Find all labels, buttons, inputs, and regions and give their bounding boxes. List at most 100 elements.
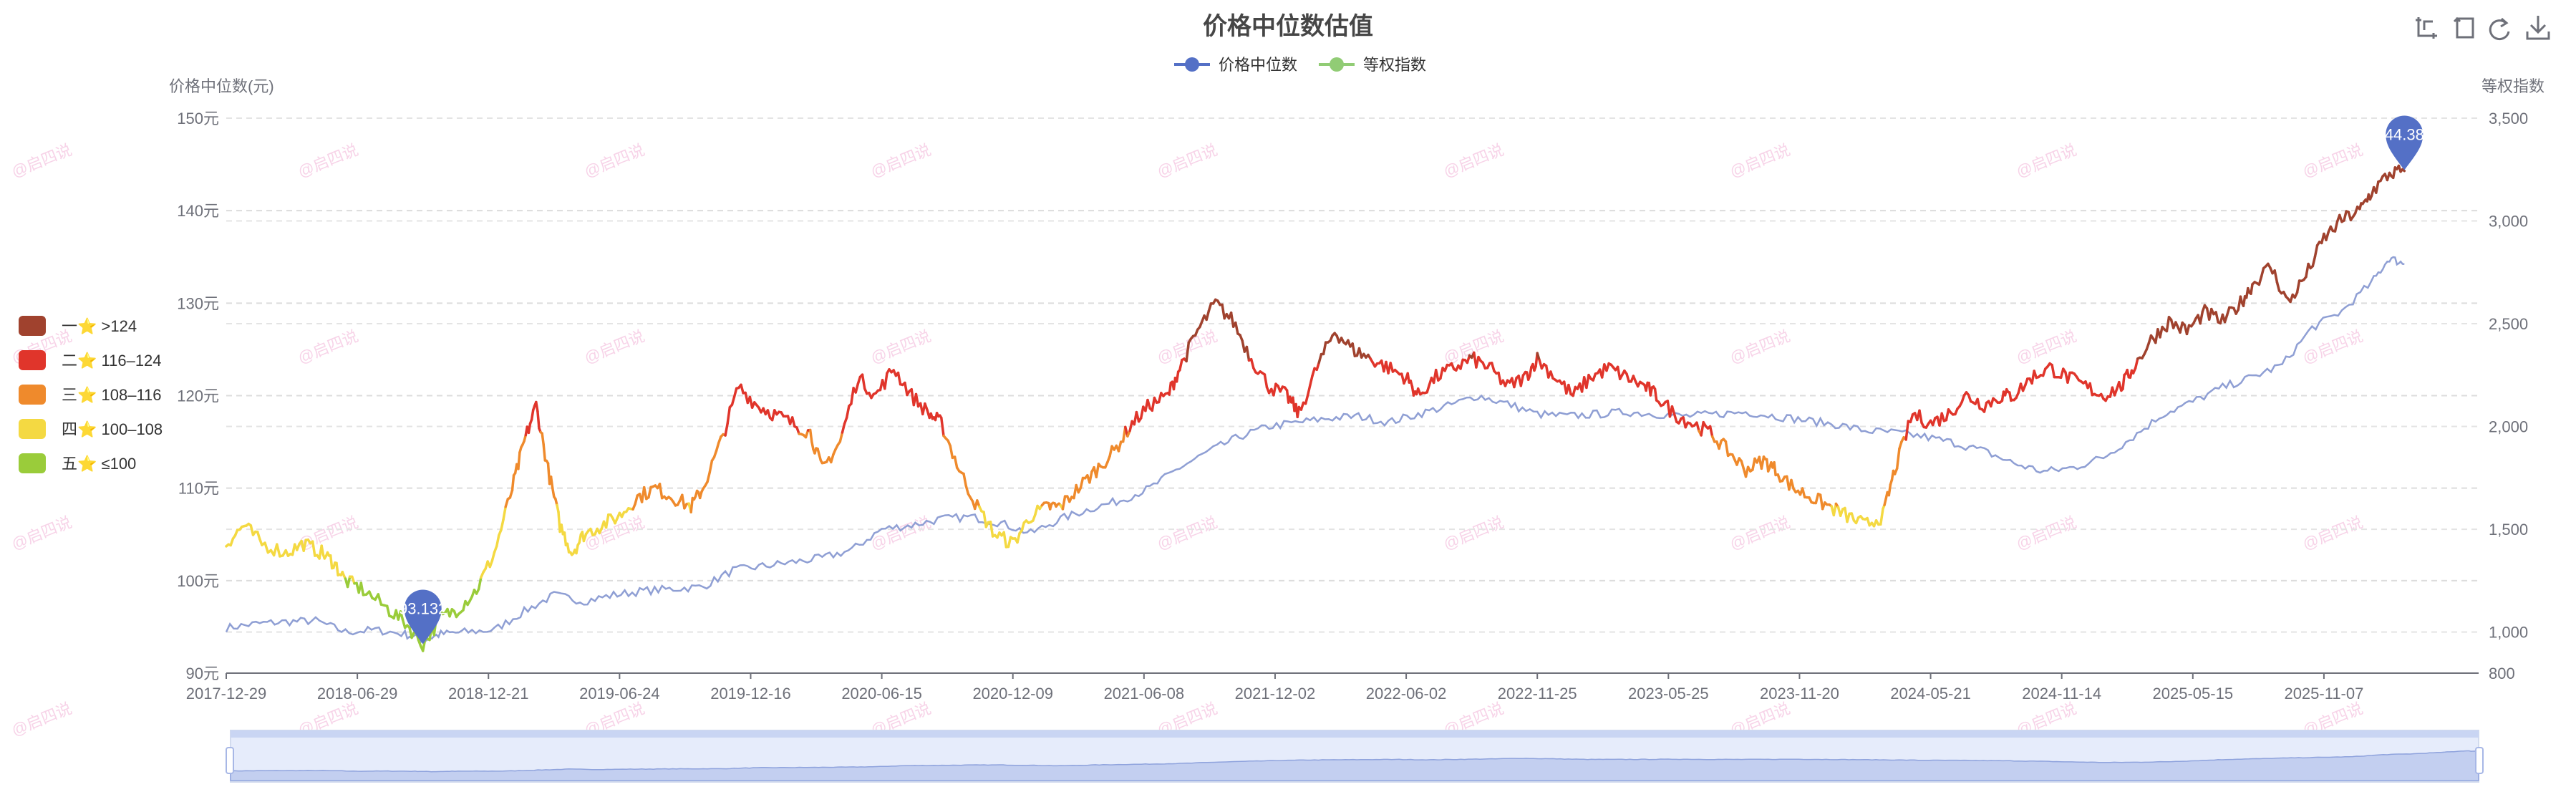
y-tick-right: 800	[2489, 665, 2515, 682]
median-segment	[575, 544, 579, 555]
median-segment	[1296, 405, 1301, 419]
median-segment	[1695, 421, 1700, 433]
median-segment	[1909, 413, 1914, 424]
median-segment	[1497, 371, 1502, 385]
median-segment	[1672, 412, 1678, 423]
visual-map-label: 三⭐ 108–116	[62, 386, 162, 404]
median-segment	[2333, 220, 2339, 233]
marker-pin-shape	[2386, 115, 2424, 170]
watermark-text: @启四说	[1441, 513, 1506, 553]
restore-icon[interactable]	[2489, 17, 2510, 41]
median-segment	[1178, 358, 1183, 372]
median-segment	[1940, 412, 1946, 422]
median-segment	[604, 513, 610, 529]
median-segment	[1490, 362, 1496, 372]
median-segment	[1879, 507, 1884, 526]
median-segment	[740, 383, 745, 395]
median-segment	[536, 410, 541, 430]
data-zoom-handle-left[interactable]	[226, 747, 234, 774]
median-segment	[1146, 398, 1151, 410]
median-segment	[715, 441, 720, 453]
median-segment	[527, 422, 532, 435]
median-segment	[2165, 316, 2171, 333]
median-segment	[1724, 440, 1730, 458]
data-zoom-slider[interactable]	[226, 730, 2484, 783]
median-segment	[2242, 295, 2247, 307]
watermark-text: @启四说	[1155, 140, 1220, 180]
visual-map-item: 一⭐ >124	[19, 316, 137, 336]
median-segment	[1990, 397, 1995, 408]
median-segment	[1567, 383, 1572, 395]
index-line	[225, 256, 2405, 644]
median-segment	[2325, 231, 2330, 241]
median-segment	[989, 521, 994, 538]
zoom-icon[interactable]	[2416, 17, 2437, 39]
median-segment	[1317, 352, 1323, 364]
median-segment	[563, 531, 568, 546]
save-image-icon[interactable]	[2526, 16, 2550, 40]
median-segment	[1459, 358, 1464, 370]
x-axis: 2017-12-29 2018-06-29 2018-12-21 2019-06-24…	[186, 672, 2479, 702]
median-segment	[845, 405, 851, 419]
x-tick-label: 2023-11-20	[1760, 685, 1839, 702]
legend-item-index[interactable]: 等权指数	[1319, 56, 1426, 74]
median-segment	[706, 470, 712, 483]
zoom-reset-icon[interactable]	[2453, 16, 2474, 39]
visual-map-label: 一⭐ >124	[62, 317, 137, 335]
y-tick-left: 130元	[177, 294, 219, 312]
watermark-text: @启四说	[9, 513, 74, 553]
median-segment	[2121, 373, 2126, 390]
median-segment	[329, 554, 334, 570]
median-segment	[2260, 266, 2265, 279]
median-segment	[940, 416, 945, 438]
median-segment	[1322, 341, 1327, 356]
watermark-text: @启四说	[1441, 140, 1506, 180]
median-segment	[850, 387, 855, 405]
watermark-text: @启四说	[9, 699, 74, 739]
median-segment	[1645, 381, 1649, 392]
legend-item-median[interactable]: 价格中位数	[1174, 56, 1297, 74]
median-segment	[495, 533, 500, 548]
median-segment	[1790, 478, 1795, 491]
median-segment	[508, 488, 514, 499]
median-segment	[647, 486, 652, 499]
median-segment	[681, 493, 686, 510]
median-segment	[1020, 521, 1026, 532]
watermark-text: @启四说	[582, 327, 647, 367]
data-zoom-preview	[230, 750, 2479, 781]
visual-map-swatch	[19, 350, 46, 370]
median-segment	[549, 475, 554, 490]
median-segment	[1425, 383, 1431, 394]
x-tick-label: 2020-12-09	[972, 685, 1053, 702]
series-equal-weight-index	[225, 256, 2405, 644]
watermark-text: @启四说	[1728, 513, 1793, 553]
median-segment	[854, 382, 860, 394]
median-segment	[2305, 262, 2310, 279]
data-zoom-handle-right[interactable]	[2475, 747, 2484, 774]
median-segment	[2311, 255, 2317, 268]
x-tick-label: 2022-11-25	[1498, 685, 1577, 702]
y-axis-right-name: 等权指数	[2481, 77, 2544, 95]
y-axis-left-name: 价格中位数(元)	[169, 77, 274, 95]
watermark-text: @启四说	[2300, 140, 2366, 180]
median-segment	[500, 518, 505, 531]
median-segment	[1773, 460, 1777, 477]
watermark-layer: @启四说 @启四说 @启四说 @启四说 @启四说 @启四说 @启四说 @启四说 @启四说 @启四说…	[9, 140, 2366, 739]
marker-pin: 93.132	[399, 589, 447, 644]
watermark-text: @启四说	[868, 513, 934, 553]
median-segment	[302, 539, 308, 552]
median-segment	[1572, 385, 1577, 397]
visual-map-swatch	[19, 385, 46, 405]
median-segment	[1088, 470, 1093, 484]
median-segment	[1814, 493, 1820, 505]
marker-pin-shape	[404, 589, 442, 644]
median-segment	[578, 533, 583, 544]
median-segment	[726, 406, 732, 425]
x-tick-label: 2025-11-07	[2284, 685, 2363, 702]
visual-map-swatch	[19, 419, 46, 439]
median-segment	[535, 400, 539, 413]
watermark-text: @启四说	[2014, 140, 2079, 180]
legend-label-index: 等权指数	[1363, 56, 1426, 74]
median-segment	[335, 561, 339, 576]
